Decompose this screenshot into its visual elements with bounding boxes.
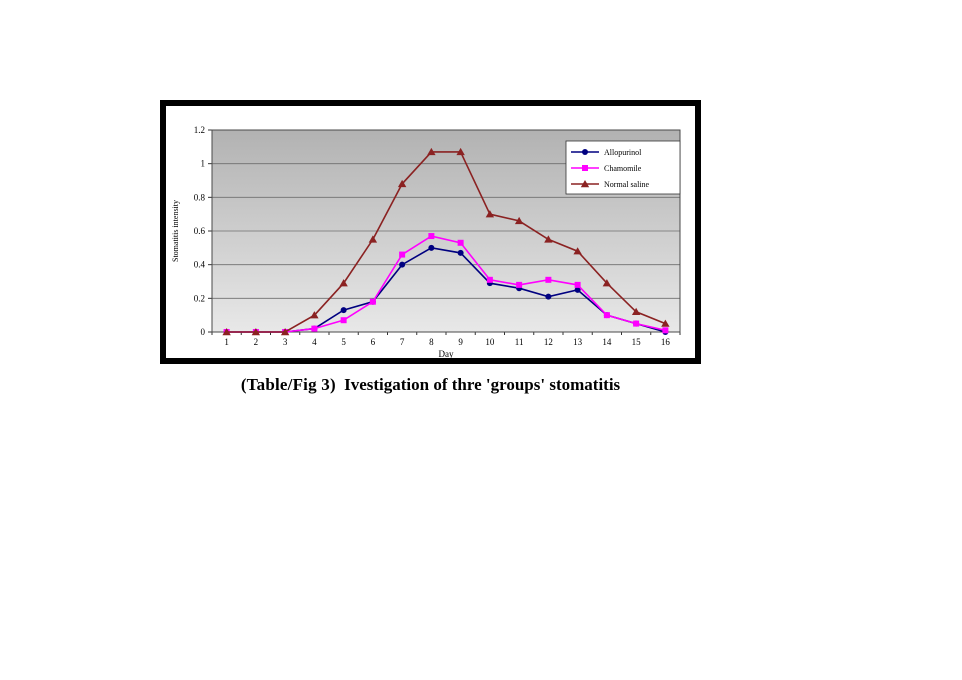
x-tick-label: 8 [429, 337, 434, 347]
marker-square [633, 320, 640, 327]
y-axis-title: Stomatitis intensity [171, 200, 180, 262]
marker-triangle [310, 311, 319, 319]
marker-square [369, 298, 376, 305]
y-tick-label: 1.2 [194, 125, 205, 135]
marker-square [340, 317, 347, 324]
series-line [226, 235, 666, 333]
x-tick-label: 13 [573, 337, 583, 347]
x-tick-label: 12 [544, 337, 553, 347]
x-tick-label: 16 [661, 337, 671, 347]
x-tick-label: 1 [224, 337, 229, 347]
marker-square [662, 327, 669, 334]
x-axis-title: Day [439, 349, 454, 358]
figure-frame: 0 0.2 0.4 0.6 0.8 1 1.2 1 2 3 4 5 6 7 8 9 10 11 12 13 14 15 16… [160, 100, 701, 364]
marker-triangle [573, 247, 582, 255]
legend: Allopurinol Chamomile Normal saline [565, 140, 681, 195]
x-tick-label: 2 [254, 337, 259, 347]
marker-triangle [427, 147, 436, 156]
legend-label: Normal saline [604, 180, 650, 189]
marker-square [311, 325, 318, 332]
figure-caption: (Table/Fig 3) Ivestigation of thre 'grou… [160, 375, 701, 395]
marker-square [603, 312, 610, 319]
marker-triangle [280, 328, 290, 336]
marker-square [574, 281, 581, 288]
marker-triangle [580, 180, 590, 188]
y-tick-label: 0.4 [194, 260, 206, 270]
marker-triangle [544, 235, 553, 243]
marker-square [457, 239, 464, 246]
x-tick-label: 10 [485, 337, 495, 347]
x-tick-label: 4 [312, 337, 317, 347]
stomatitis-line-chart: 00.20.40.60.811.21 2 3 4 5 6 7 8 9 10 11 12 13 14 15 16… [171, 125, 681, 358]
marker-triangle [368, 235, 378, 243]
marker-triangle [456, 147, 465, 156]
marker-square [399, 251, 406, 258]
marker-triangle [602, 279, 612, 287]
marker-triangle [661, 319, 670, 327]
y-tick-label: 0.6 [194, 226, 206, 236]
marker-circle [399, 261, 406, 268]
marker-triangle [514, 216, 524, 225]
marker-circle [582, 149, 588, 155]
y-tick-label: 0 [201, 327, 206, 337]
caption-label: (Table/Fig 3) [240, 375, 336, 394]
caption-title: Ivestigation of thre 'groups' stomatitis [344, 375, 621, 394]
marker-circle [340, 307, 347, 314]
legend-label: Allopurinol [604, 148, 642, 157]
marker-circle [574, 286, 581, 293]
x-tick-label: 14 [602, 337, 612, 347]
series-line [226, 151, 666, 333]
marker-triangle [222, 328, 231, 336]
x-tick-label: 3 [283, 337, 288, 347]
x-tick-label: 5 [341, 337, 346, 347]
y-tick-label: 0.8 [194, 192, 206, 202]
series-normal-saline [222, 147, 670, 336]
marker-triangle [397, 179, 407, 188]
marker-circle [545, 293, 552, 300]
marker-square [545, 276, 552, 283]
y-tick-label: 0.2 [194, 293, 205, 303]
marker-circle [457, 249, 464, 256]
marker-square [486, 276, 493, 283]
x-tick-label: 9 [458, 337, 463, 347]
x-tick-label: 11 [515, 337, 524, 347]
plot-border [211, 129, 681, 333]
marker-circle [428, 244, 435, 251]
marker-square [516, 281, 523, 288]
marker-triangle [339, 279, 348, 287]
marker-triangle [631, 307, 641, 315]
marker-triangle [251, 328, 261, 336]
marker-triangle [485, 210, 495, 218]
marker-square [428, 233, 435, 240]
y-tick-label: 1 [201, 159, 206, 169]
x-tick-label: 7 [400, 337, 405, 347]
legend-label: Chamomile [604, 164, 642, 173]
x-tick-label: 6 [371, 337, 376, 347]
marker-square [582, 165, 588, 171]
x-tick-label: 15 [632, 337, 642, 347]
